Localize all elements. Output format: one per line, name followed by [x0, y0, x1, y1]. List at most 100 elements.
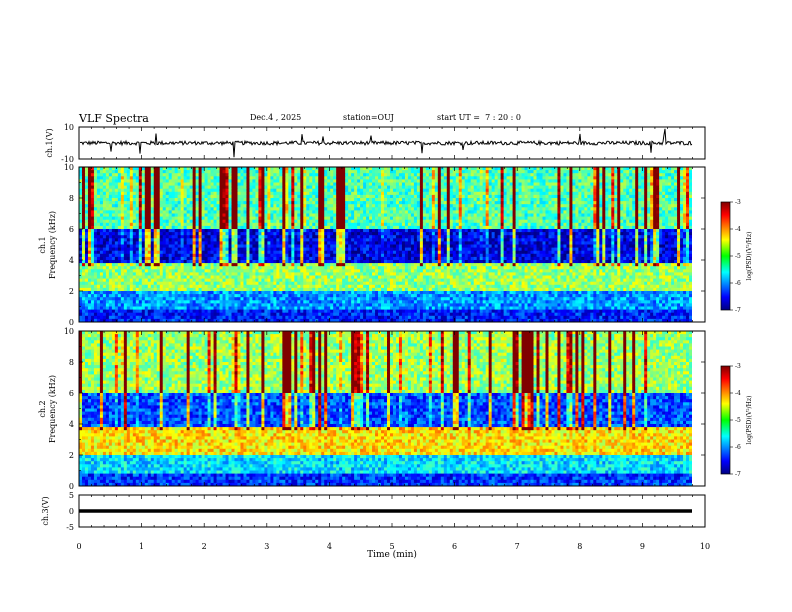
spectrogram-cell — [500, 173, 505, 177]
spectrogram-cell — [521, 204, 525, 208]
spectrogram-cell — [494, 201, 499, 205]
spectrogram-cell — [446, 216, 451, 221]
spectrogram-cell — [192, 170, 197, 174]
spectrogram-cell — [452, 188, 457, 193]
spectrogram-cell — [189, 188, 194, 193]
spectrogram-cell — [231, 207, 235, 211]
spectrogram-cell — [90, 182, 95, 186]
spectrogram-cell — [545, 216, 549, 221]
spectrogram-cell — [476, 204, 481, 208]
spectrogram-cell — [120, 176, 125, 180]
spectrogram-cell — [455, 198, 460, 202]
spectrogram-cell — [294, 204, 298, 208]
spectrogram-cell — [219, 213, 223, 217]
spectrogram-cell — [228, 229, 232, 233]
spectrogram-cell — [330, 213, 334, 217]
spectrogram-cell — [213, 176, 217, 180]
spectrogram-cell — [177, 179, 182, 183]
spectrogram-cell — [207, 219, 211, 224]
spectrogram-cell — [554, 238, 558, 242]
spectrogram-cell — [683, 207, 687, 211]
spectrogram-cell — [93, 188, 98, 193]
spectrogram-cell — [327, 238, 331, 242]
spectrogram-cell — [584, 182, 588, 186]
spectrogram-cell — [240, 176, 244, 180]
spectrogram-cell — [243, 238, 247, 242]
spectrogram-cell — [389, 201, 394, 205]
spectrogram-cell — [300, 222, 304, 227]
spectrogram-cell — [156, 235, 161, 239]
spectrogram-cell — [566, 179, 570, 183]
spectrogram-cell — [246, 232, 250, 236]
spectrogram-cell — [339, 170, 343, 174]
spectrogram-cell — [102, 167, 107, 171]
spectrogram-cell — [641, 216, 645, 221]
spectrogram-cell — [443, 232, 448, 236]
spectrogram-cell — [596, 219, 600, 224]
spectrogram-cell — [180, 179, 185, 183]
spectrogram-cell — [246, 191, 250, 196]
spectrogram-cell — [581, 210, 585, 214]
spectrogram-cell — [668, 204, 672, 208]
spectrogram-cell — [527, 170, 531, 174]
spectrogram-cell — [225, 176, 229, 180]
spectrogram-cell — [282, 238, 286, 242]
spectrogram-cell — [422, 194, 427, 199]
spectrogram-cell — [620, 229, 624, 233]
spectrogram-cell — [527, 191, 531, 196]
spectrogram-cell — [156, 207, 161, 211]
spectrogram-cell — [545, 235, 549, 239]
spectrogram-cell — [482, 194, 487, 199]
spectrogram-cell — [165, 238, 170, 242]
spectrogram-cell — [96, 210, 101, 214]
spectrogram-cell — [387, 204, 391, 208]
spectrogram-cell — [309, 179, 313, 183]
spectrogram-cell — [476, 179, 481, 183]
spectrogram-cell — [294, 238, 298, 242]
spectrogram-cell — [204, 173, 208, 177]
spectrogram-cell — [294, 167, 298, 171]
spectrogram-cell — [147, 201, 152, 205]
spectrogram-cell — [96, 222, 101, 227]
spectrogram-cell — [587, 210, 591, 214]
spectrogram-cell — [165, 167, 170, 171]
spectrogram-cell — [632, 213, 636, 217]
spectrogram-cell — [117, 229, 122, 233]
spectrogram-cell — [512, 210, 516, 214]
spectrogram-cell — [273, 216, 277, 221]
spectrogram-cell — [159, 207, 164, 211]
spectrogram-cell — [342, 182, 346, 186]
spectrogram-cell — [285, 170, 289, 174]
spectrogram-cell — [533, 179, 537, 183]
spectrogram-cell — [249, 176, 253, 180]
spectrogram-cell — [437, 198, 442, 202]
spectrogram-cell — [345, 188, 349, 193]
spectrogram-cell — [279, 229, 283, 233]
spectrogram-cell — [111, 238, 116, 242]
spectrogram-cell — [363, 229, 367, 233]
spectrogram-cell — [291, 222, 295, 227]
spectrogram-cell — [138, 167, 143, 171]
spectrogram-cell — [207, 201, 211, 205]
spectrogram-cell — [378, 188, 382, 193]
spectrogram-cell — [306, 207, 310, 211]
spectrogram-cell — [171, 229, 176, 233]
spectrogram-cell — [467, 207, 472, 211]
spectrogram-cell — [306, 191, 310, 196]
spectrogram-cell — [389, 191, 394, 196]
spectrogram-cell — [524, 216, 528, 221]
spectrogram-cell — [446, 232, 451, 236]
spectrogram-cell — [270, 235, 274, 239]
spectrogram-cell — [530, 225, 534, 230]
spectrogram-cell — [392, 232, 397, 236]
spectrogram-cell — [318, 198, 322, 202]
spectrogram-cell — [551, 179, 555, 183]
spectrogram-cell — [189, 229, 194, 233]
spectrogram-cell — [153, 194, 158, 199]
spectrogram-cell — [500, 225, 505, 230]
spectrogram-cell — [626, 179, 630, 183]
spectrogram-cell — [156, 188, 161, 193]
spectrogram-cell — [614, 219, 618, 224]
spectrogram-cell — [659, 201, 663, 205]
spectrogram-cell — [348, 225, 352, 230]
